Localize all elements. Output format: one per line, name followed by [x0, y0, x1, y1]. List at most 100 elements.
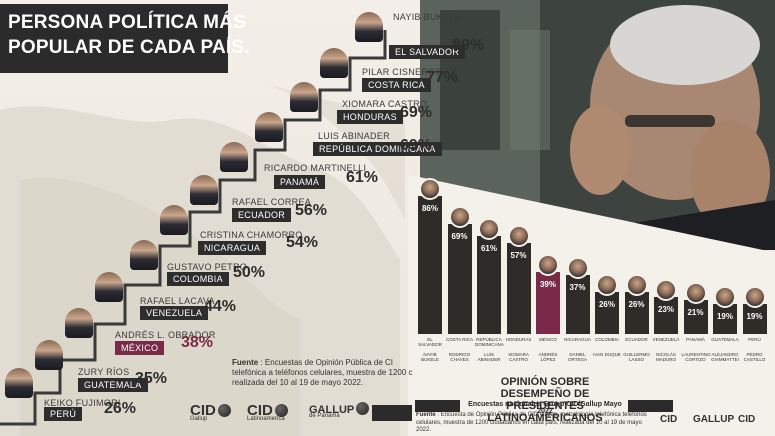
politician-name: XIOMARA CASTRO [342, 99, 428, 109]
bar-0 [418, 196, 442, 334]
gallup-mini-logo: GALLUP [693, 414, 735, 425]
politician-photo [35, 340, 63, 370]
politician-name: NAYIB BUKELE [393, 12, 461, 22]
title-underline [0, 70, 228, 73]
bar-president-label: ANDRÉS LÓPEZ [538, 352, 558, 362]
chart-title: OPINIÓN SOBRE DESEMPEÑO DE PRESIDENTES L… [487, 376, 603, 424]
bar-country-label: PANAMÁ [686, 337, 705, 342]
country-label: ECUADOR [232, 208, 292, 222]
country-label: VENEZUELA [140, 306, 209, 320]
popularity-percent: 69% [400, 104, 433, 121]
cid-mini-logo: CID [660, 414, 678, 425]
politician-name: RAFAEL CORREA [232, 197, 312, 207]
bar-country-label: PERÚ [748, 337, 761, 342]
politician-photo [255, 112, 283, 142]
country-label: PERÚ [44, 407, 83, 421]
popularity-percent: 38% [181, 334, 214, 351]
bar-president-label: GUILLERMO LASSO [623, 352, 650, 362]
country-label: COLOMBIA [167, 272, 229, 286]
bar-country-label: REPÚBLICA DOMINICANA [475, 337, 504, 347]
politician-photo [95, 272, 123, 302]
popularity-percent: 69% [400, 137, 433, 154]
cid-gallup-logo-1: CID Gallup [190, 402, 231, 422]
bar-president-label: NICOLÁS MADURO [656, 352, 676, 362]
bar-value-label: 39% [539, 279, 556, 289]
bar-country-label: GUATEMALA [711, 337, 739, 342]
country-label: REPÚBLICA DOMINICANA [313, 142, 442, 156]
globe-icon [356, 402, 370, 415]
popularity-percent: 44% [204, 298, 237, 315]
gallup-panama-logo: GALLUP de Panamá [309, 402, 370, 419]
title-line-2: POPULAR DE CADA PAÍS. [8, 37, 250, 58]
politician-photo [65, 308, 93, 338]
country-label: PANAMÁ [274, 175, 326, 189]
bar-country-label: ECUADOR [625, 337, 648, 342]
politician-photo [220, 142, 248, 172]
bar-president-label: RODRIGO CHAVES [448, 352, 471, 362]
title-line-1: PERSONA POLÍTICA MÁS [8, 12, 246, 33]
globe-icon [217, 404, 231, 417]
politician-photo [5, 368, 33, 398]
footnote-left: Fuente : Encuestas de Opinión Pública de… [232, 358, 414, 388]
president-avatar [684, 282, 707, 305]
bar-8 [654, 297, 678, 334]
bar-value-label: 19% [716, 311, 733, 321]
president-avatar [478, 218, 500, 241]
politician-name: ZURY RÍOS [78, 367, 130, 377]
bar-country-label: HONDURAS [505, 337, 532, 342]
president-avatar [655, 279, 677, 302]
bar-value-label: 26% [628, 300, 645, 310]
president-avatar [743, 285, 766, 308]
bar-country-label: EL SALVADOR [418, 337, 442, 347]
footnote-right: Fuente : Encuesta de Opinión Pública de … [416, 412, 647, 433]
footnote-left-label: Fuente [232, 358, 259, 367]
globe-icon [274, 404, 288, 417]
popularity-percent: 61% [346, 169, 379, 186]
country-label: COSTA RICA [362, 78, 431, 92]
bar-value-label: 57% [510, 250, 527, 260]
logo-bar [372, 405, 412, 421]
country-label: MÉXICO [115, 341, 165, 355]
politician-photo [355, 12, 383, 42]
president-avatar [507, 224, 530, 247]
president-avatar [625, 274, 648, 297]
politician-photo [130, 240, 158, 270]
bar-value-label: 26% [598, 300, 615, 310]
bar-value-label: 86% [421, 204, 438, 214]
politician-name: RAFAEL LACAVA [140, 296, 215, 306]
chart-subtitle: Encuestas nacionales Grupo CID/Gallup Ma… [468, 401, 622, 415]
politician-name: LUIS ABINADER [318, 131, 390, 141]
bar-4 [536, 271, 560, 334]
politician-photo [290, 82, 318, 112]
president-avatar [596, 274, 618, 297]
politician-name: RICARDO MARTINELLI [264, 163, 367, 173]
country-label: EL SALVADOR [389, 45, 466, 59]
politician-photo [160, 205, 188, 235]
bar-value-label: 21% [687, 308, 704, 318]
bar-president-label: IVAN DUQUE [593, 352, 621, 357]
page-title: PERSONA POLÍTICA MÁS POPULAR DE CADA PAÍ… [0, 4, 250, 70]
president-avatar [448, 205, 471, 228]
footnote-left-text: : Encuestas de Opinión Pública de CI tel… [232, 358, 413, 387]
bar-11 [742, 303, 767, 334]
chart-rule-right [628, 400, 673, 412]
politician-photo [190, 175, 218, 205]
bar-value-label: 37% [569, 282, 586, 292]
popularity-percent: 35% [135, 370, 168, 387]
politician-name: KEIKO FUJIMORI [44, 398, 121, 408]
bar-country-label: NICARAGUA [564, 337, 591, 342]
bar-1 [447, 223, 472, 334]
politician-name: PILAR CISNEROS [362, 67, 442, 77]
popularity-percent: 26% [104, 400, 137, 417]
popularity-percent: 56% [295, 202, 328, 219]
popularity-percent: 54% [286, 234, 319, 251]
bar-10 [713, 303, 737, 334]
bar-7 [624, 292, 649, 334]
politician-name: GUSTAVO PETRO [167, 262, 248, 272]
popularity-percent: 50% [233, 264, 266, 281]
bar-country-label: COLOMBIA [595, 337, 619, 342]
politician-name: CRISTINA CHAMORRO [200, 230, 303, 240]
bar-country-label: MÉXICO [539, 337, 557, 342]
country-label: HONDURAS [337, 110, 403, 124]
